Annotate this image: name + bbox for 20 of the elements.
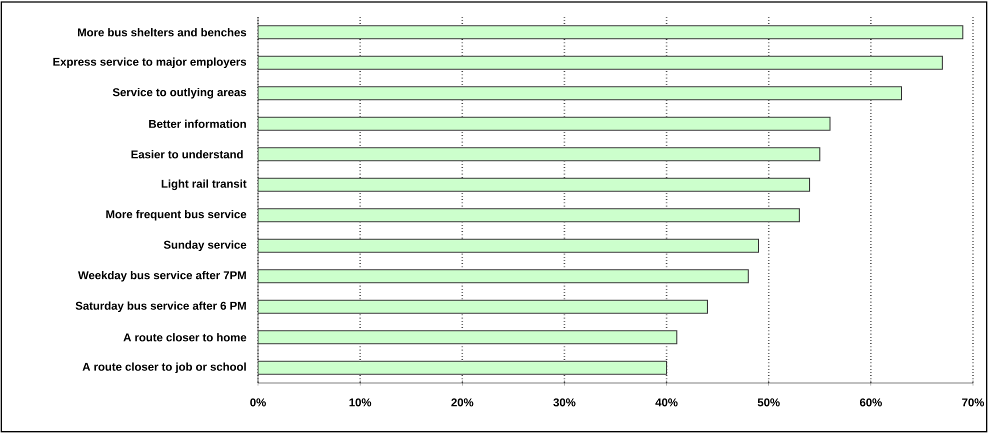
- y-tick-label: More frequent bus service: [106, 210, 246, 221]
- y-tick-label: Saturday bus service after 6 PM: [76, 301, 246, 312]
- x-tick-label: 20%: [451, 398, 474, 406]
- x-tick-label: 50%: [758, 398, 780, 406]
- x-tick-label: 30%: [553, 398, 576, 406]
- y-tick-label: Express service to major employers: [53, 57, 246, 68]
- y-tick-label: Better information: [149, 120, 246, 128]
- y-tick-label: Easier to understand: [132, 150, 243, 158]
- x-tick-label: 60%: [860, 398, 882, 406]
- y-tick-label: Sunday service: [164, 240, 246, 252]
- x-tick-label: 70%: [962, 398, 984, 406]
- x-tick-label: 10%: [350, 398, 372, 406]
- y-tick-label: Light rail transit: [162, 179, 246, 190]
- x-tick-label: 40%: [655, 398, 678, 406]
- y-tick-label: Service to outlying areas: [112, 88, 246, 99]
- x-tick-label: 0%: [250, 398, 266, 406]
- y-tick-label: A route closer to job or school: [82, 362, 246, 374]
- y-tick-label: Weekday bus service after 7PM: [78, 270, 246, 282]
- y-tick-label: More bus shelters and benches: [78, 28, 246, 36]
- y-tick-label: A route closer to home: [123, 333, 246, 342]
